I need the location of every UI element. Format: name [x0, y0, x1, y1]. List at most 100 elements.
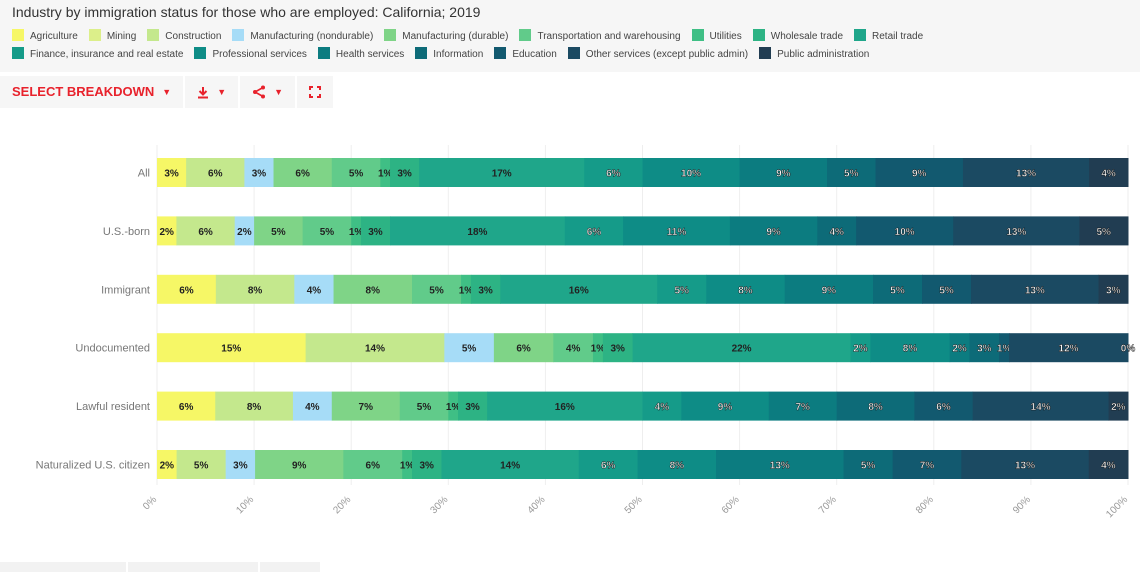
bar-segment — [1108, 391, 1129, 421]
bar-segment — [487, 391, 643, 421]
data-label: 13% — [1015, 461, 1035, 472]
legend-item[interactable]: Utilities — [691, 28, 742, 46]
data-label: 6% — [936, 402, 951, 413]
data-label: 12% — [1059, 344, 1079, 355]
data-label: 6% — [179, 402, 194, 413]
legend-label: Finance, insurance and real estate — [30, 49, 184, 60]
data-label: 4% — [305, 402, 320, 413]
legend-swatch — [194, 47, 207, 59]
legend-item[interactable]: Education — [494, 46, 557, 64]
legend-item[interactable]: Finance, insurance and real estate — [12, 46, 183, 64]
data-label: 5% — [675, 285, 690, 296]
data-label: 6% — [601, 461, 616, 472]
data-label: 2% — [952, 344, 967, 355]
legend-item[interactable]: Information — [415, 46, 483, 64]
bottom-tab[interactable] — [260, 562, 320, 572]
data-label: 2% — [1111, 402, 1126, 413]
data-label: 0% — [1121, 344, 1136, 355]
bar-segment — [157, 391, 216, 421]
data-label: 5% — [462, 344, 477, 355]
legend-label: Education — [512, 49, 557, 60]
data-label: 3% — [419, 461, 434, 472]
bar-segment — [215, 391, 294, 421]
bar-segment — [157, 274, 217, 304]
data-label: 13% — [1006, 227, 1026, 238]
data-label: 6% — [587, 227, 602, 238]
legend-label: Retail trade — [872, 31, 924, 42]
legend-item[interactable]: Health services — [317, 46, 404, 64]
data-label: 5% — [890, 285, 905, 296]
legend-label: Mining — [106, 31, 137, 42]
bar-segment — [602, 333, 634, 363]
legend-item[interactable]: Retail trade — [854, 28, 923, 46]
share-icon — [252, 85, 266, 99]
legend-item[interactable]: Manufacturing (durable) — [384, 28, 508, 46]
data-label: 15% — [221, 344, 241, 355]
bar-segment — [1088, 450, 1129, 479]
x-tick-label: 10% — [234, 494, 256, 516]
data-label: 14% — [365, 344, 385, 355]
legend-label: Public administration — [777, 49, 870, 60]
legend-item[interactable]: Wholesale trade — [752, 28, 844, 46]
data-label: 1% — [459, 285, 474, 296]
chart-header: Industry by immigration status for those… — [0, 0, 1140, 72]
bar-segment — [343, 450, 403, 479]
download-button[interactable]: ▼ — [185, 76, 239, 108]
bar-segment — [1098, 274, 1129, 304]
fullscreen-button[interactable] — [297, 76, 334, 108]
bar-segment — [493, 333, 554, 363]
bar-segment — [461, 274, 472, 304]
legend-item[interactable]: Professional services — [194, 46, 307, 64]
data-label: 16% — [555, 402, 575, 413]
data-label: 4% — [566, 344, 581, 355]
bar-segment — [962, 158, 1090, 187]
legend-item[interactable]: Public administration — [759, 46, 869, 64]
data-label: 9% — [822, 285, 837, 296]
legend-label: Wholesale trade — [770, 31, 844, 42]
data-label: 5% — [417, 402, 432, 413]
bar-segment — [892, 450, 962, 479]
data-label: 6% — [208, 169, 223, 180]
bar-segment — [157, 450, 178, 479]
data-label: 2% — [160, 461, 175, 472]
legend-item[interactable]: Transportation and warehousing — [519, 28, 681, 46]
data-label: 4% — [307, 285, 322, 296]
legend-item[interactable]: Other services (except public admin) — [567, 46, 748, 64]
bottom-tab[interactable] — [0, 562, 126, 572]
legend-item[interactable]: Construction — [147, 28, 221, 46]
bar-segment — [584, 158, 643, 187]
legend-item[interactable]: Manufacturing (nondurable) — [232, 28, 373, 46]
category-label: Naturalized U.S. citizen — [36, 460, 150, 472]
bar-segment — [294, 274, 335, 304]
x-tick-label: 100% — [1104, 494, 1130, 520]
data-label: 3% — [368, 227, 383, 238]
data-label: 18% — [467, 227, 487, 238]
legend-label: Transportation and warehousing — [537, 31, 681, 42]
legend-swatch — [12, 47, 24, 59]
bar-segment — [578, 450, 639, 479]
legend-item[interactable]: Mining — [88, 28, 137, 46]
data-label: 5% — [194, 461, 209, 472]
bar-segment — [922, 274, 972, 304]
legend: Agriculture Mining Construction Manufacturi… — [12, 28, 1132, 64]
x-tick-label: 80% — [914, 494, 936, 516]
data-label: 14% — [500, 461, 520, 472]
bar-segment — [971, 274, 1100, 304]
data-label: 3% — [478, 285, 493, 296]
select-breakdown-button[interactable]: SELECT BREAKDOWN ▼ — [0, 76, 184, 108]
bar-segment — [448, 391, 459, 421]
bottom-tabs — [0, 562, 322, 572]
bottom-tab[interactable] — [128, 562, 258, 572]
bar-segment — [244, 158, 275, 187]
bar-segment — [470, 274, 501, 304]
share-button[interactable]: ▼ — [240, 76, 296, 108]
legend-swatch — [147, 29, 160, 41]
bar-segment — [273, 158, 333, 187]
x-tick-label: 50% — [623, 494, 645, 516]
data-label: 8% — [248, 285, 263, 296]
data-label: 3% — [465, 402, 480, 413]
data-label: 1% — [400, 461, 415, 472]
x-tick-label: 20% — [331, 494, 353, 516]
legend-swatch — [567, 47, 580, 59]
legend-item[interactable]: Agriculture — [12, 28, 78, 46]
